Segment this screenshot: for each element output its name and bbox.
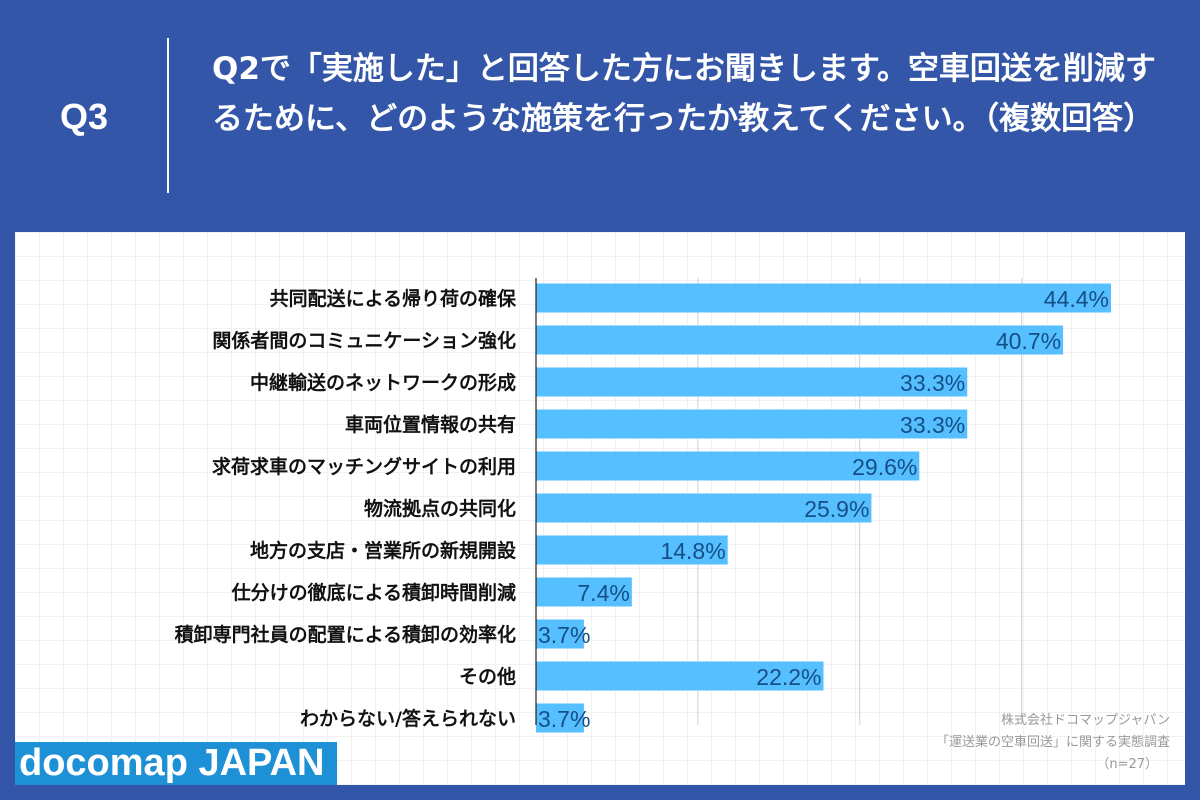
header-divider bbox=[167, 38, 169, 193]
source-note: 株式会社ドコマップジャパン 「運送業の空車回送」に関する実態調査 （n=27） bbox=[936, 710, 1170, 776]
data-label: 3.7% bbox=[538, 706, 590, 732]
category-label: 物流拠点の共同化 bbox=[364, 497, 516, 520]
bar bbox=[536, 619, 584, 649]
question-number: Q3 bbox=[60, 96, 109, 137]
source-company: 株式会社ドコマップジャパン bbox=[1000, 713, 1170, 728]
data-label: 3.7% bbox=[538, 622, 590, 648]
bar bbox=[536, 451, 920, 481]
bar bbox=[536, 703, 584, 733]
bar bbox=[536, 409, 968, 439]
bar bbox=[536, 283, 1111, 313]
data-label: 44.4% bbox=[1044, 286, 1109, 312]
category-label: 仕分けの徹底による積卸時間削減 bbox=[231, 581, 516, 604]
source-survey: 「運送業の空車回送」に関する実態調査 bbox=[935, 735, 1170, 750]
bar bbox=[536, 661, 824, 691]
bar bbox=[536, 535, 728, 565]
bar bbox=[536, 577, 632, 607]
data-label: 22.2% bbox=[756, 664, 821, 690]
bar bbox=[536, 367, 968, 397]
data-label: 29.6% bbox=[852, 454, 917, 480]
source-sample-size: （n=27） bbox=[1096, 757, 1158, 772]
data-label: 25.9% bbox=[804, 496, 869, 522]
data-label: 14.8% bbox=[660, 538, 725, 564]
category-label: 関係者間のコミュニケーション強化 bbox=[212, 329, 516, 352]
category-label: 中継輸送のネットワークの形成 bbox=[250, 371, 516, 394]
bar bbox=[536, 325, 1064, 355]
category-label: 地方の支店・営業所の新規開設 bbox=[250, 539, 517, 562]
data-label: 7.4% bbox=[577, 580, 629, 606]
category-label: 求荷求車のマッチングサイトの利用 bbox=[212, 455, 516, 478]
docomap-logo: docomap JAPAN bbox=[15, 742, 337, 785]
category-label: その他 bbox=[459, 665, 516, 688]
category-label: 共同配送による帰り荷の確保 bbox=[270, 287, 517, 310]
category-label: 車両位置情報の共有 bbox=[345, 413, 516, 436]
category-label: わからない/答えられない bbox=[300, 707, 516, 730]
data-label: 33.3% bbox=[900, 412, 965, 438]
data-label: 40.7% bbox=[996, 328, 1061, 354]
category-label: 積卸専門社員の配置による積卸の効率化 bbox=[175, 623, 516, 646]
bar bbox=[536, 493, 872, 523]
data-label: 33.3% bbox=[900, 370, 965, 396]
question-text: Q2で「実施した」と回答した方にお聞きします。空車回送を削減するために、どのよう… bbox=[212, 51, 1156, 137]
